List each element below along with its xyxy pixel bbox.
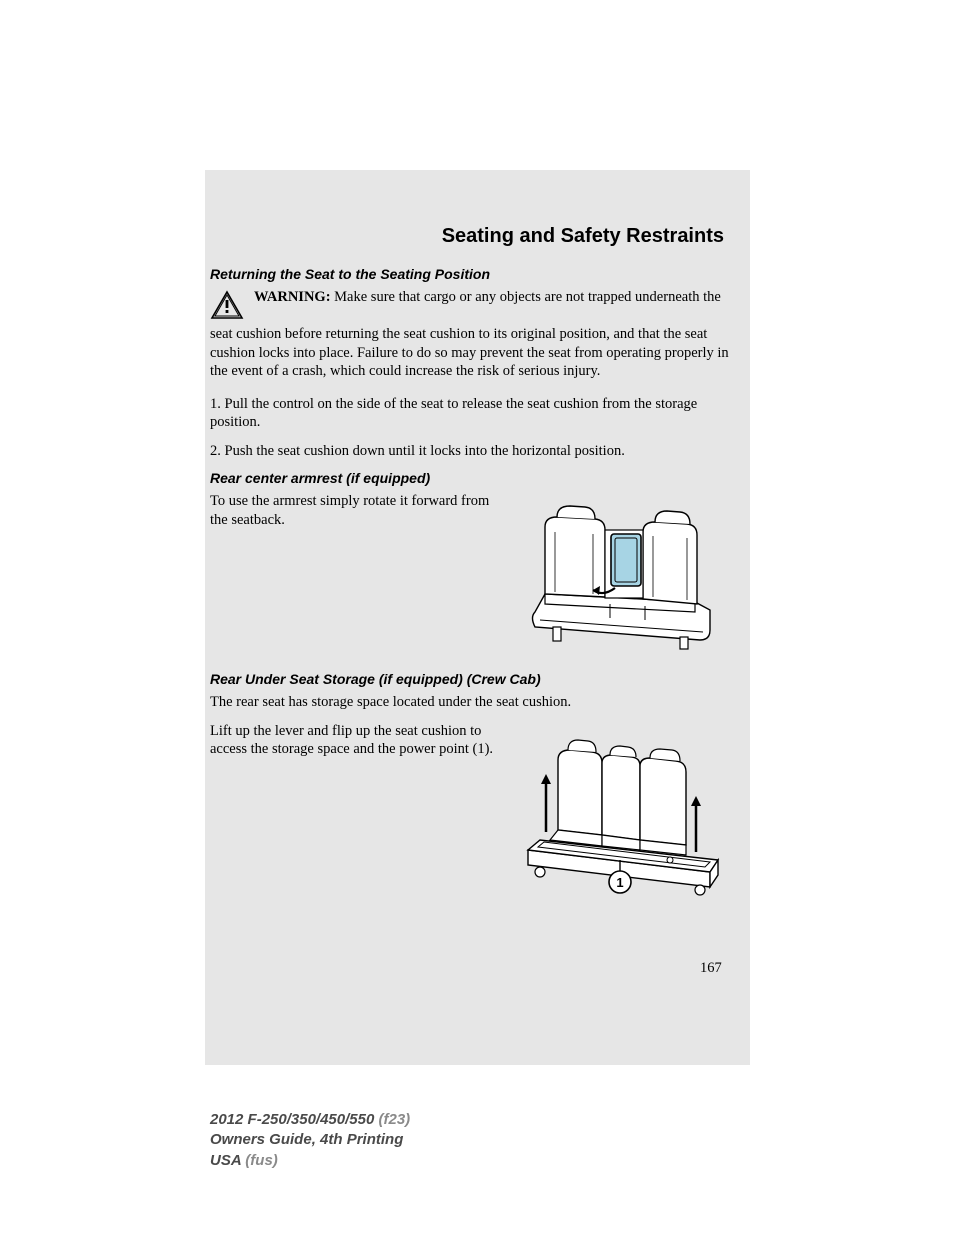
armrest-section: To use the armrest simply rotate it forw…	[210, 492, 730, 657]
subhead-underseat-storage: Rear Under Seat Storage (if equipped) (C…	[210, 671, 730, 687]
storage-section: Lift up the lever and flip up the seat c…	[210, 722, 730, 902]
subhead-armrest: Rear center armrest (if equipped)	[210, 470, 730, 486]
warning-box: WARNING: Make sure that cargo or any obj…	[210, 288, 730, 381]
page-number: 167	[700, 960, 722, 977]
storage-text: Lift up the lever and flip up the seat c…	[210, 722, 498, 759]
storage-diagram: 1	[510, 722, 730, 902]
page-content: Seating and Safety Restraints Returning …	[210, 225, 730, 916]
warning-label: WARNING:	[254, 289, 331, 305]
footer-line-2: Owners Guide, 4th Printing	[210, 1130, 410, 1150]
step-2: 2. Push the seat cushion down until it l…	[210, 442, 730, 461]
footer-line-3: USA (fus)	[210, 1151, 410, 1171]
warning-triangle-icon	[210, 290, 244, 325]
subhead-returning-seat: Returning the Seat to the Seating Positi…	[210, 266, 730, 282]
callout-1-label: 1	[616, 875, 623, 890]
section-title: Seating and Safety Restraints	[210, 225, 730, 248]
footer: 2012 F-250/350/450/550 (f23) Owners Guid…	[210, 1110, 410, 1171]
footer-line-1: 2012 F-250/350/450/550 (f23)	[210, 1110, 410, 1130]
storage-intro: The rear seat has storage space located …	[210, 693, 730, 712]
armrest-diagram	[510, 492, 730, 657]
warning-text: WARNING: Make sure that cargo or any obj…	[210, 289, 729, 379]
step-1: 1. Pull the control on the side of the s…	[210, 395, 730, 432]
armrest-text: To use the armrest simply rotate it forw…	[210, 492, 498, 529]
